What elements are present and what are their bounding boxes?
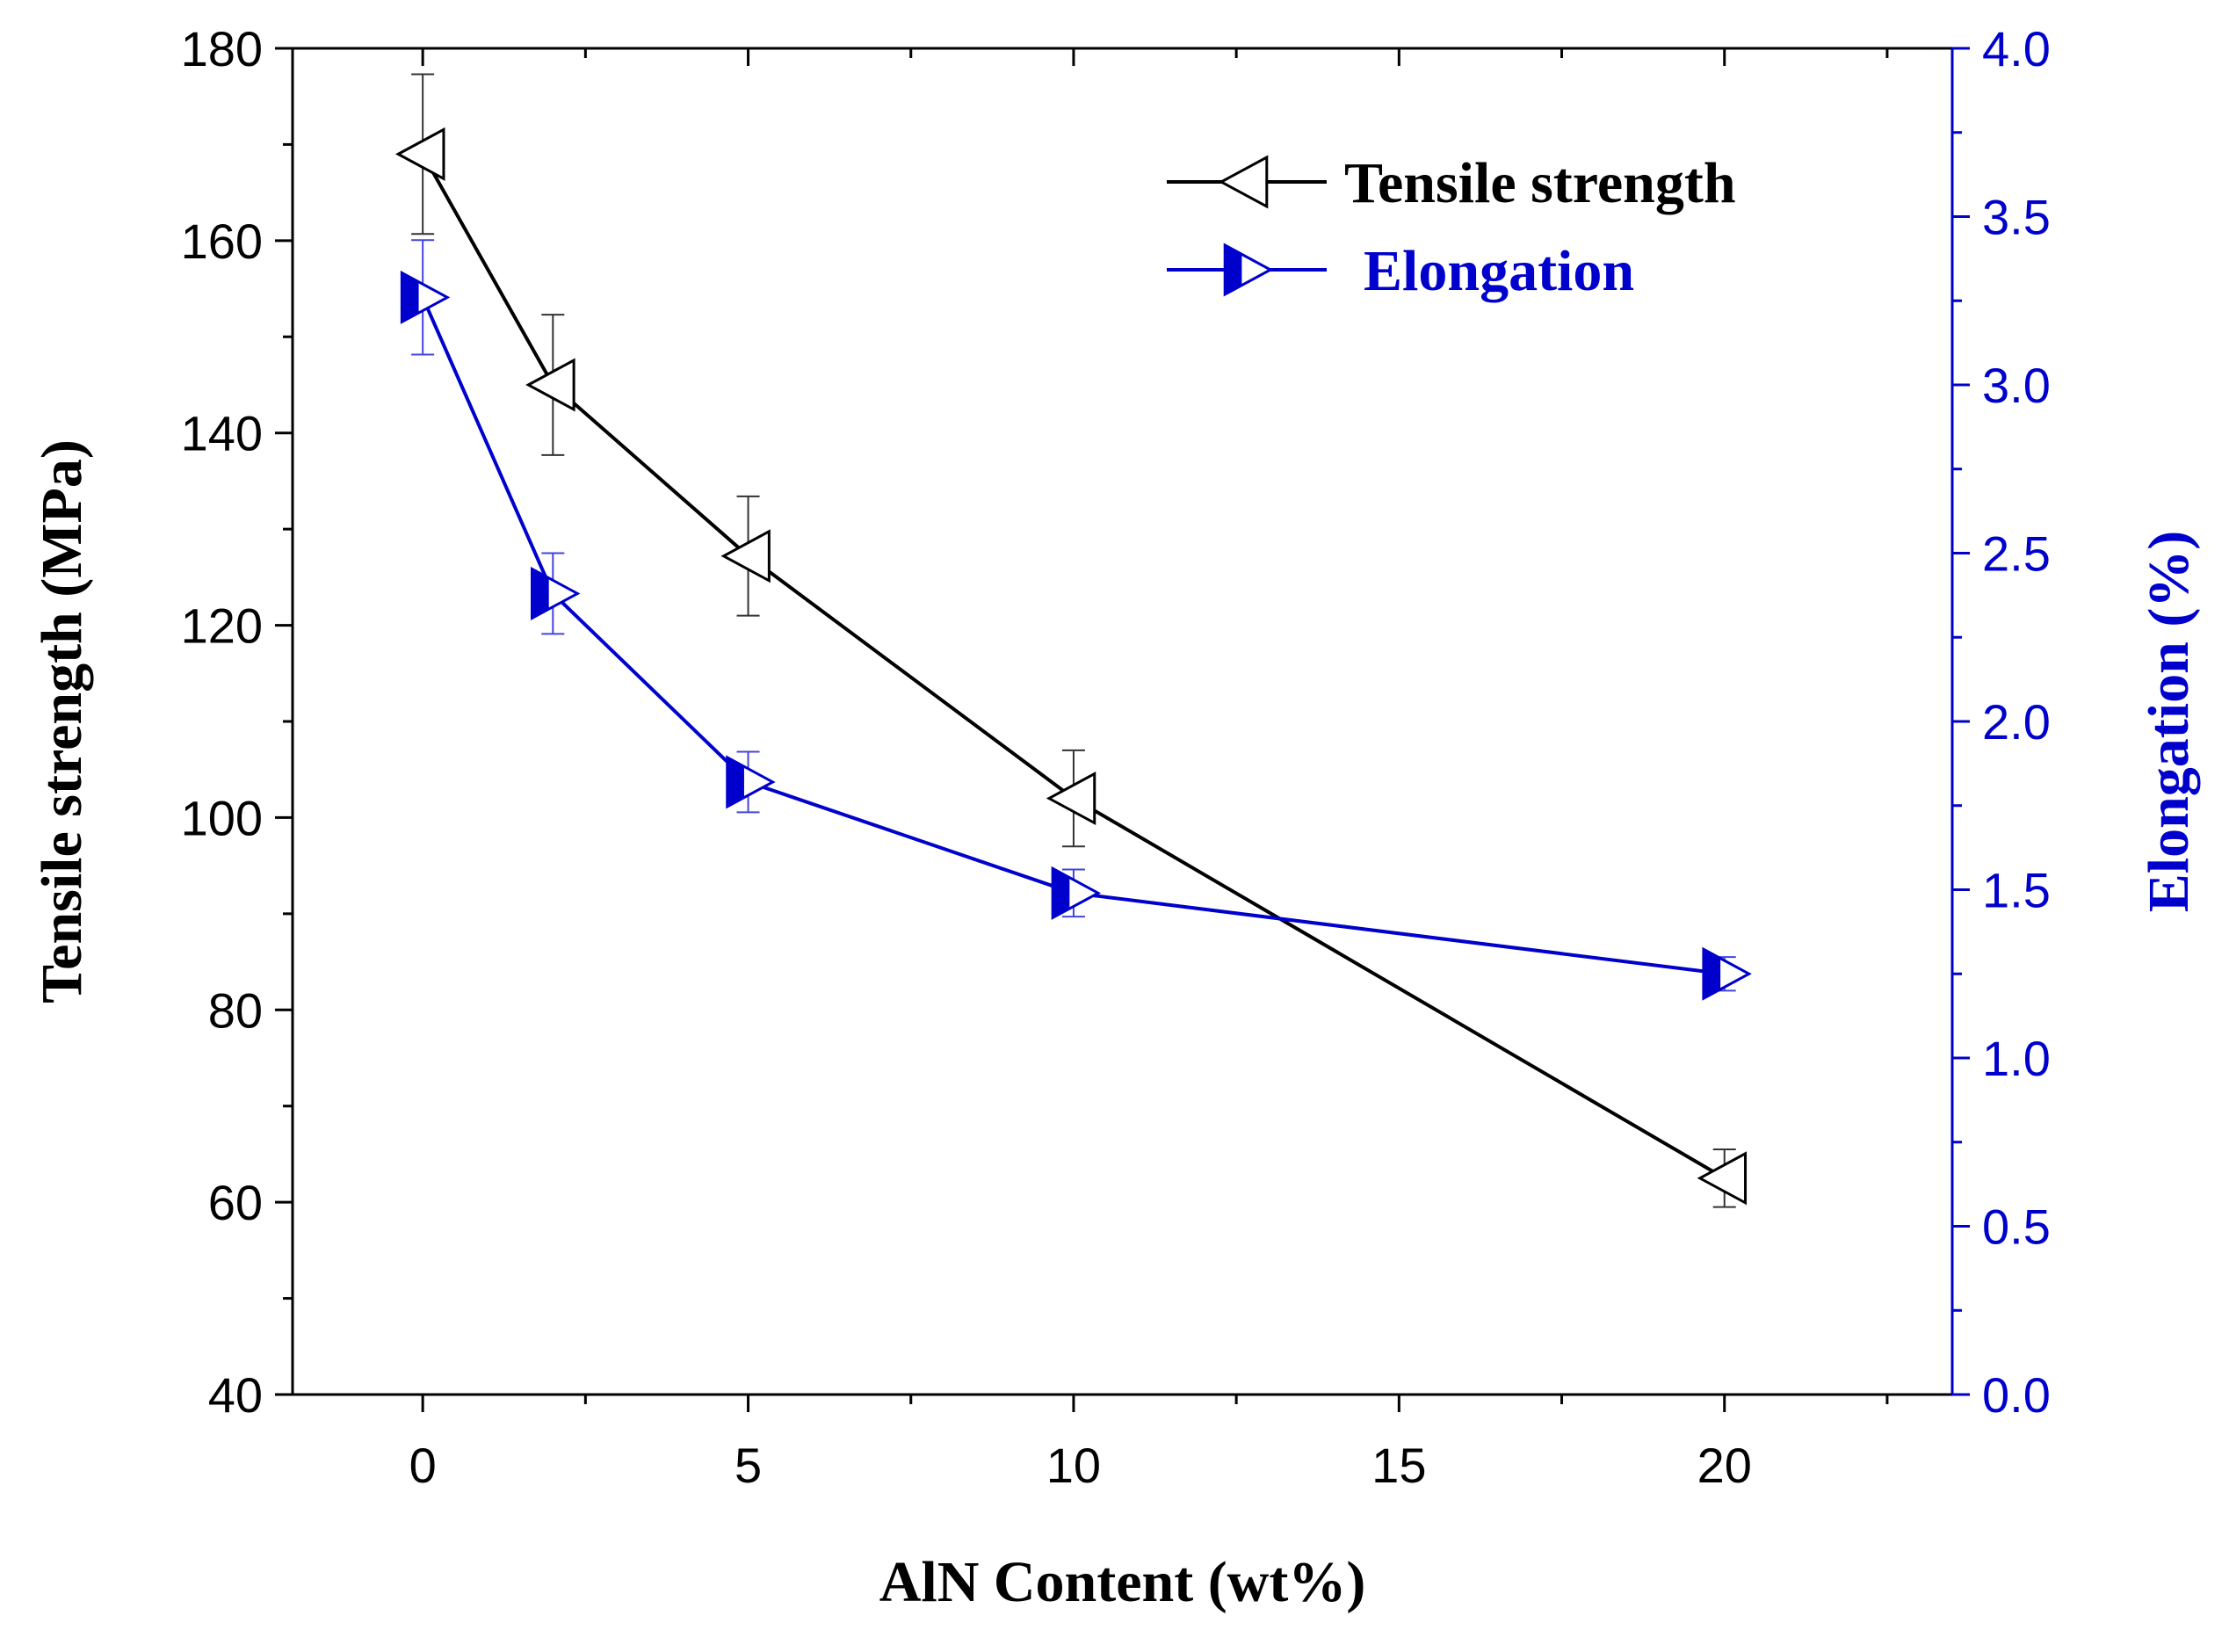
x-tick-label: 20 (1697, 1438, 1752, 1493)
legend-tensile-label: Tensile strength (1344, 151, 1736, 215)
y2-tick-label: 3.0 (1982, 358, 2051, 413)
x-tick-label: 10 (1046, 1438, 1101, 1493)
legend-elongation-label: Elongation (1364, 239, 1634, 303)
tensile-strength-point (1697, 1151, 1748, 1206)
elongation-series (400, 239, 1752, 1001)
tensile-strength-point (525, 358, 575, 412)
y-tick-label: 40 (208, 1367, 263, 1423)
tensile-strength-point (1218, 155, 1269, 209)
elongation-point-fill (726, 756, 744, 808)
x-tick-label: 5 (735, 1438, 762, 1493)
x-tick-label: 15 (1371, 1438, 1426, 1493)
elongation-point-fill (531, 567, 549, 620)
legend: Tensile strength Elongation (1167, 151, 1736, 303)
y-tick-label: 100 (181, 790, 263, 845)
y-tick-label: 180 (181, 21, 263, 76)
y-tick-label: 160 (181, 214, 263, 269)
tensile-strength-point (720, 529, 771, 583)
tensile-strength-point (395, 127, 445, 181)
y2-tick-label: 2.0 (1982, 694, 2051, 750)
elongation-point-fill (1052, 866, 1070, 920)
y2-tick-label: 4.0 (1982, 21, 2051, 76)
elongation-point-fill (1224, 243, 1242, 296)
tensile-strength-point (1046, 772, 1096, 826)
y2-tick-label: 0.0 (1982, 1367, 2051, 1423)
elongation-point-fill (1702, 947, 1721, 1000)
tensile-strength-line (421, 153, 1726, 1180)
y-tick-label: 140 (181, 406, 263, 461)
y2-tick-label: 2.5 (1982, 526, 2051, 582)
y-tick-label: 120 (181, 598, 263, 654)
series-layer (395, 73, 1752, 1208)
elongation-point-fill (401, 271, 419, 324)
x-tick-label: 0 (409, 1438, 437, 1493)
y2-tick-label: 0.5 (1982, 1199, 2051, 1255)
y-tick-label: 60 (208, 1175, 263, 1230)
tensile-strength-series (395, 73, 1748, 1208)
y2-axis-title: Elongation (%) (2137, 531, 2201, 913)
y-tick-label: 80 (208, 982, 263, 1038)
y2-tick-label: 1.5 (1982, 863, 2051, 918)
x-axis-title: AlN Content (wt%) (879, 1550, 1366, 1614)
y-axis-title: Tensile strength (MPa) (30, 439, 94, 1004)
y2-tick-label: 3.5 (1982, 190, 2051, 245)
y2-tick-label: 1.0 (1982, 1031, 2051, 1086)
axes: 0 5 10 15 20 40 60 80 100 120 140 160 180 0.0 0.5 1.0 1.… (181, 21, 2051, 1493)
